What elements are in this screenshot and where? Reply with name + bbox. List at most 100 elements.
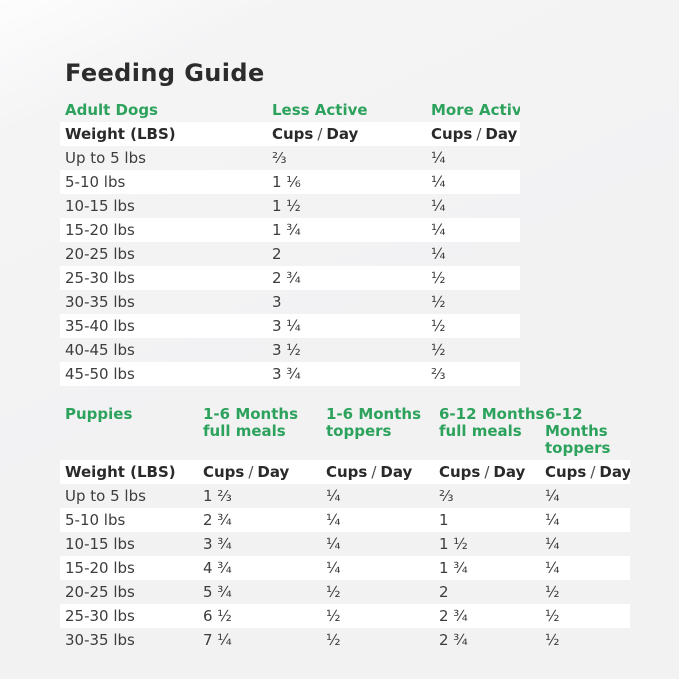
value-cell: 5 ¾: [203, 583, 232, 601]
value-cell: ⅔: [431, 365, 446, 383]
value-cell: 3: [272, 293, 282, 311]
value-cell: ¼: [326, 559, 341, 577]
value-cell: ⅔: [439, 487, 454, 505]
puppy-table-rows: Up to 5 lbs 1 ⅔ ¼ ⅔ ¼ 5-10 lbs 2 ¾ ¼ 1 ¼…: [60, 484, 630, 652]
weight-cell: 20-25 lbs: [65, 583, 135, 601]
cups-label: Cups: [431, 125, 473, 143]
value-cell: 1: [439, 511, 449, 529]
slash-separator: /: [371, 463, 377, 481]
column-header-line2: toppers: [545, 439, 611, 457]
adult-table-rows: Up to 5 lbs ⅔ ¼ 5-10 lbs 1 ⅙ ¼ 10-15 lbs…: [60, 146, 520, 386]
weight-cell: 25-30 lbs: [65, 269, 135, 287]
cups-label: Cups: [439, 463, 481, 481]
table-row: 5-10 lbs 1 ⅙ ¼: [60, 170, 520, 194]
adult-subheader-row: Weight (LBS) Cups / Day Cups / Day: [60, 122, 520, 146]
puppy-section-title: Puppies: [65, 406, 133, 423]
value-cell: ½: [326, 607, 341, 625]
weight-cell: 5-10 lbs: [65, 173, 126, 191]
value-cell: 2 ¾: [272, 269, 301, 287]
value-cell: 1 ½: [272, 197, 301, 215]
value-cell: 2: [272, 245, 282, 263]
column-header-more-active: More Active: [431, 102, 520, 119]
weight-cell: 20-25 lbs: [65, 245, 135, 263]
weight-header: Weight (LBS): [65, 463, 176, 481]
table-row: 25-30 lbs 2 ¾ ½: [60, 266, 520, 290]
weight-cell: 40-45 lbs: [65, 341, 135, 359]
value-cell: ½: [431, 341, 446, 359]
table-row: Up to 5 lbs ⅔ ¼: [60, 146, 520, 170]
value-cell: ½: [545, 631, 560, 649]
table-row: 15-20 lbs 1 ¾ ¼: [60, 218, 520, 242]
column-header-line1: 1-6 Months: [203, 405, 299, 423]
weight-cell: 30-35 lbs: [65, 293, 135, 311]
day-label: Day: [485, 125, 518, 143]
value-cell: ¼: [431, 173, 446, 191]
value-cell: 1 ⅔: [203, 487, 232, 505]
day-label: Day: [257, 463, 290, 481]
weight-cell: 35-40 lbs: [65, 317, 135, 335]
weight-header: Weight (LBS): [65, 125, 176, 143]
value-cell: ¼: [326, 535, 341, 553]
slash-separator: /: [317, 125, 323, 143]
value-cell: 2: [439, 583, 449, 601]
value-cell: 1 ¾: [272, 221, 301, 239]
value-cell: 3 ¾: [272, 365, 301, 383]
value-cell: ¼: [326, 511, 341, 529]
cups-day-header: Cups / Day: [431, 125, 520, 143]
column-header-line2: toppers: [326, 422, 392, 440]
value-cell: ¼: [431, 197, 446, 215]
value-cell: 4 ¾: [203, 559, 232, 577]
weight-cell: Up to 5 lbs: [65, 149, 146, 167]
day-label: Day: [380, 463, 413, 481]
puppy-section-header-row: Puppies 1-6 Months full meals 1-6 Months t…: [60, 406, 630, 457]
table-row: 30-35 lbs 3 ½: [60, 290, 520, 314]
weight-cell: 15-20 lbs: [65, 559, 135, 577]
value-cell: ¼: [545, 559, 560, 577]
day-label: Day: [493, 463, 526, 481]
weight-cell: 10-15 lbs: [65, 535, 135, 553]
cups-label: Cups: [545, 463, 587, 481]
column-header-1-6-full-meals: 1-6 Months full meals: [203, 406, 326, 440]
value-cell: ¼: [431, 149, 446, 167]
weight-cell: 10-15 lbs: [65, 197, 135, 215]
value-cell: 3 ¾: [203, 535, 232, 553]
value-cell: ½: [545, 583, 560, 601]
value-cell: ¼: [545, 535, 560, 553]
value-cell: ½: [545, 607, 560, 625]
value-cell: 6 ½: [203, 607, 232, 625]
value-cell: ¼: [545, 511, 560, 529]
slash-separator: /: [590, 463, 596, 481]
value-cell: 2 ¾: [203, 511, 232, 529]
weight-cell: 25-30 lbs: [65, 607, 135, 625]
table-row: Up to 5 lbs 1 ⅔ ¼ ⅔ ¼: [60, 484, 630, 508]
weight-cell: 45-50 lbs: [65, 365, 135, 383]
column-header-6-12-toppers: 6-12 Months toppers: [545, 406, 630, 457]
value-cell: 3 ¼: [272, 317, 301, 335]
column-header-line1: 6-12 Months: [439, 405, 545, 423]
value-cell: ½: [326, 583, 341, 601]
value-cell: ½: [431, 317, 446, 335]
cups-day-header: Cups / Day: [545, 463, 630, 481]
value-cell: 1 ⅙: [272, 173, 301, 191]
table-row: 30-35 lbs 7 ¼ ½ 2 ¾ ½: [60, 628, 630, 652]
table-row: 5-10 lbs 2 ¾ ¼ 1 ¼: [60, 508, 630, 532]
table-row: 35-40 lbs 3 ¼ ½: [60, 314, 520, 338]
cups-day-header: Cups / Day: [326, 463, 439, 481]
puppy-subheader-row: Weight (LBS) Cups / Day Cups / Day Cups / Day …: [60, 460, 630, 484]
value-cell: ¼: [431, 221, 446, 239]
column-header-line2: full meals: [439, 422, 522, 440]
value-cell: ¼: [431, 245, 446, 263]
page-title: Feeding Guide: [65, 59, 265, 87]
value-cell: ¼: [326, 487, 341, 505]
value-cell: ⅔: [272, 149, 287, 167]
adult-section-title: Adult Dogs: [65, 102, 158, 119]
weight-cell: Up to 5 lbs: [65, 487, 146, 505]
adult-section-header-row: Adult Dogs Less Active More Active: [60, 102, 520, 119]
value-cell: ¼: [545, 487, 560, 505]
table-row: 25-30 lbs 6 ½ ½ 2 ¾ ½: [60, 604, 630, 628]
slash-separator: /: [476, 125, 482, 143]
cups-label: Cups: [272, 125, 314, 143]
table-row: 20-25 lbs 2 ¼: [60, 242, 520, 266]
cups-day-header: Cups / Day: [439, 463, 545, 481]
